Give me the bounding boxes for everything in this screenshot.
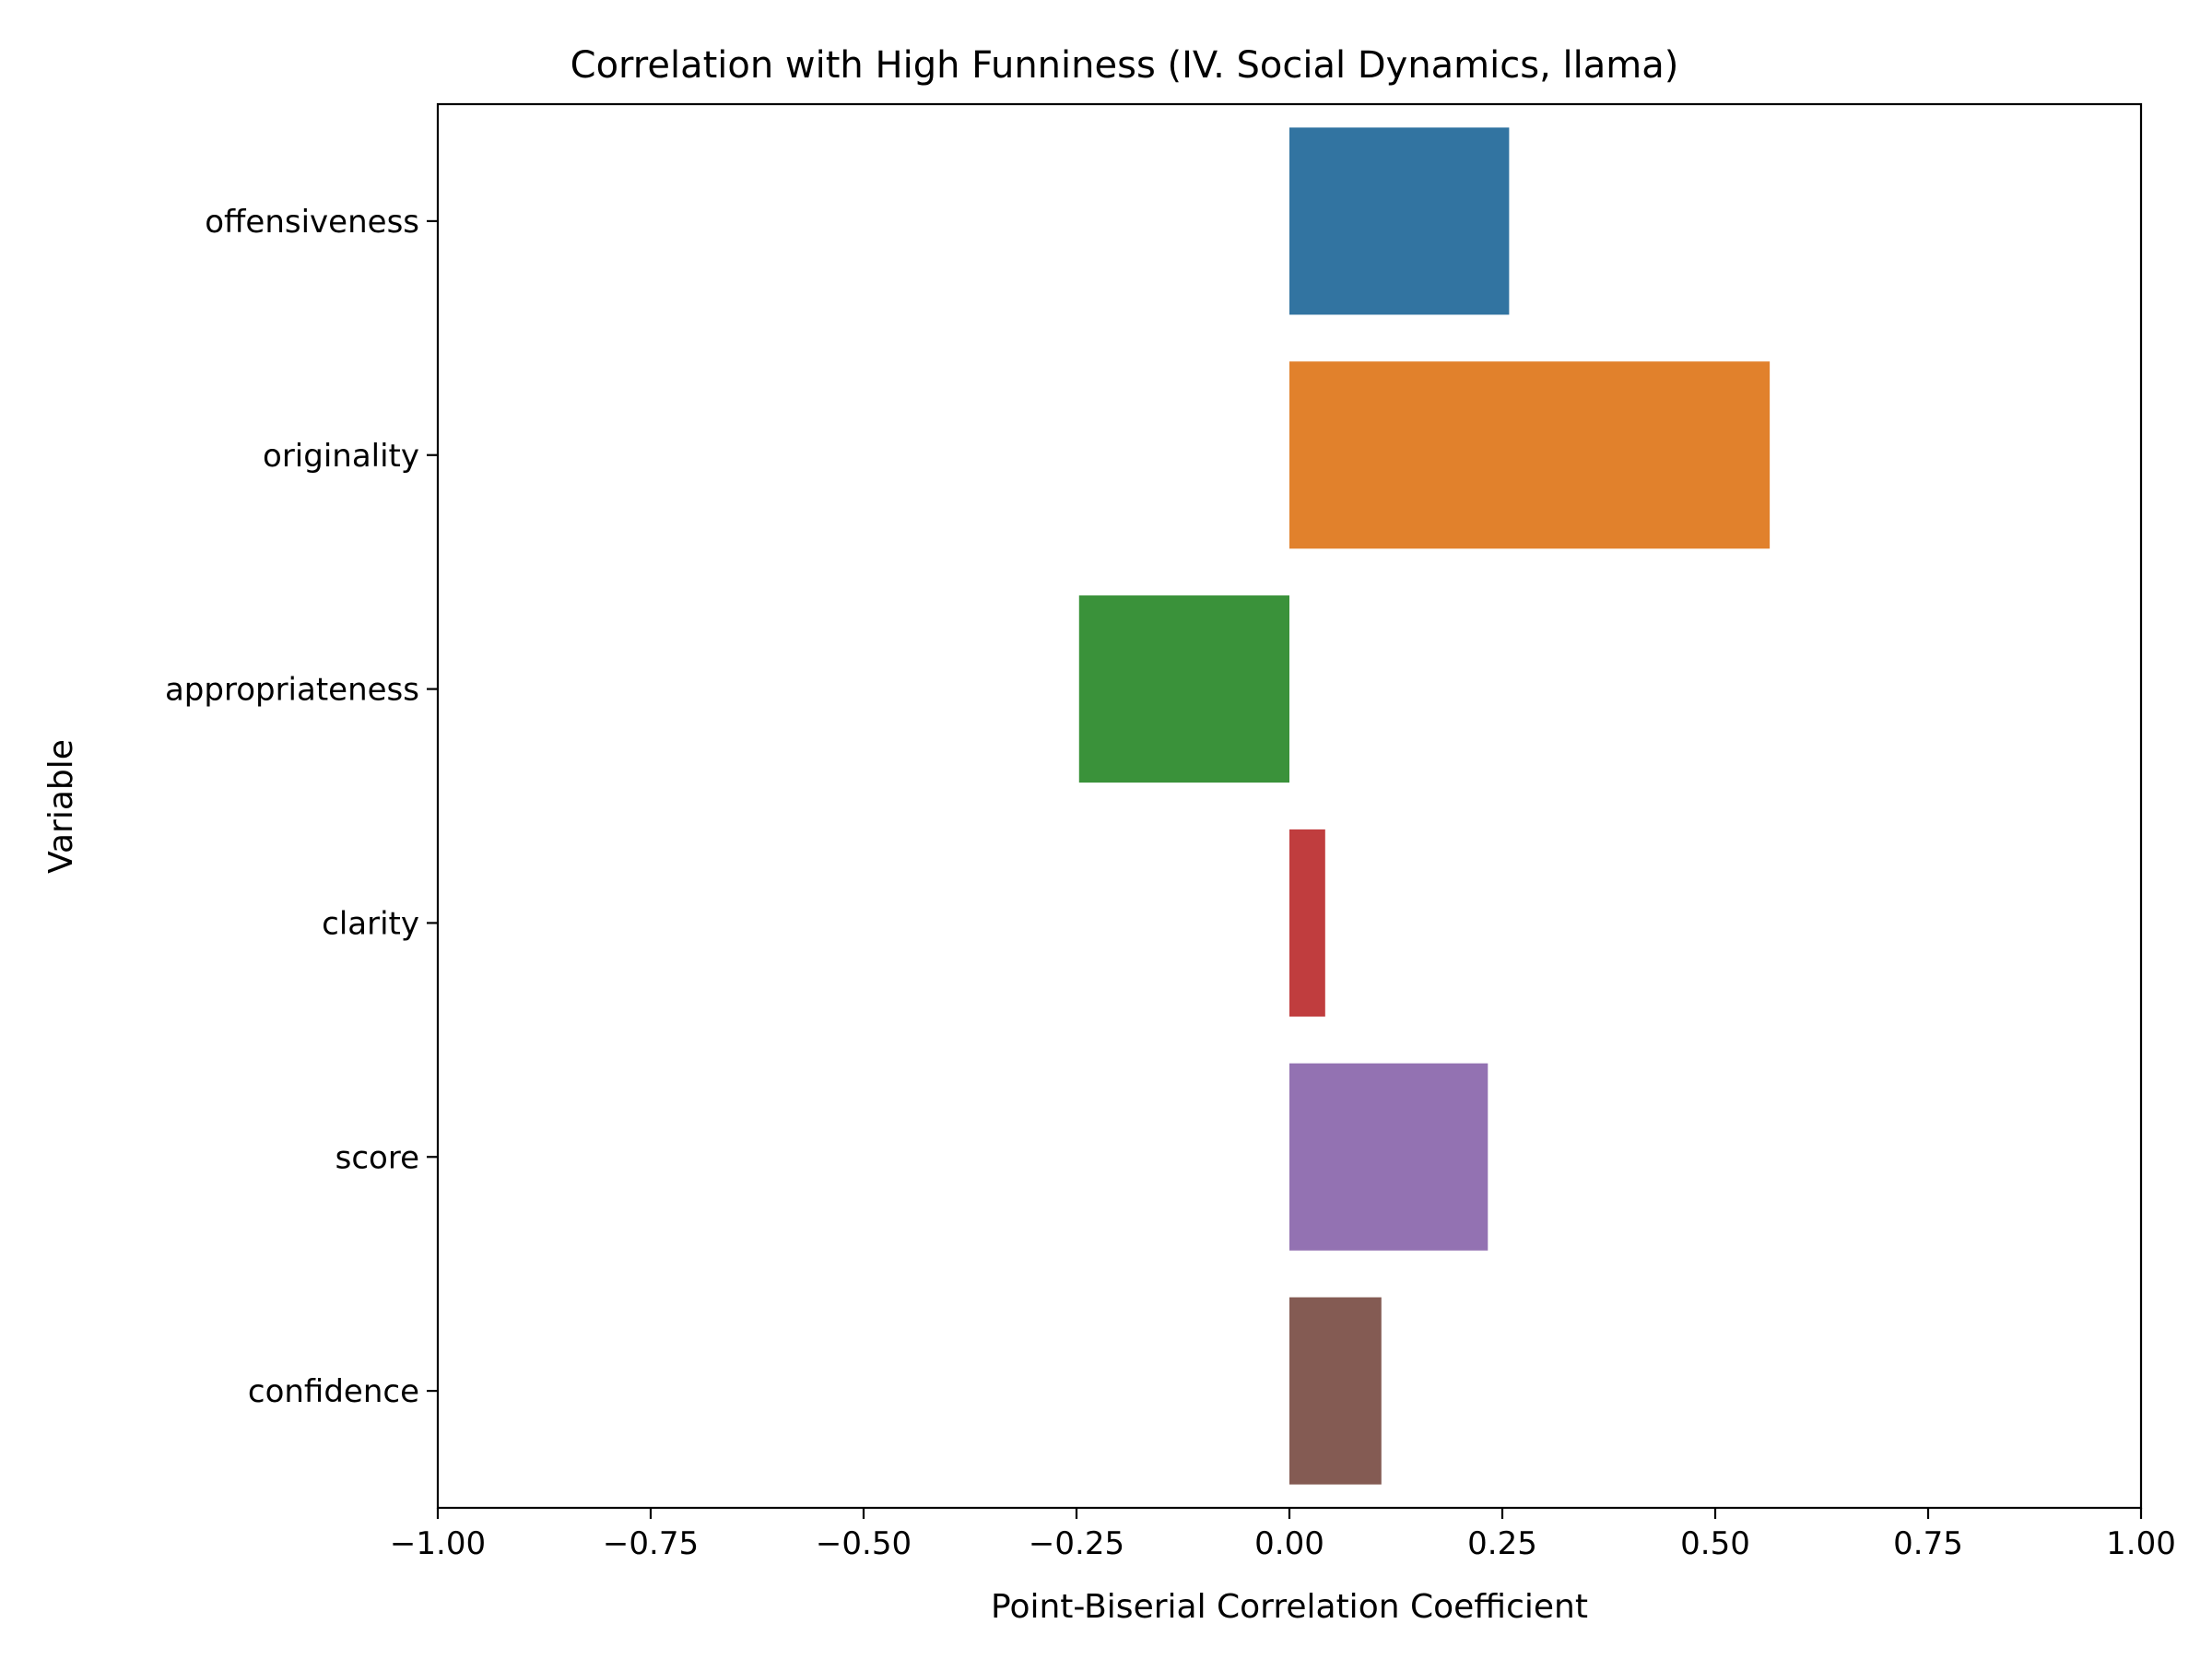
bars-group [1078,127,1771,1485]
x-tick-label: 1.00 [2106,1525,2176,1562]
bar-offensiveness [1289,127,1510,315]
y-tick-label: confidence [248,1373,419,1410]
y-tick-label: score [335,1139,419,1176]
chart-title: Correlation with High Funniness (IV. Soc… [571,44,1679,87]
y-tick-label: clarity [322,905,419,942]
x-tick-label: 0.50 [1680,1525,1750,1562]
x-tick-label: 0.25 [1467,1525,1537,1562]
bar-score [1289,1063,1488,1251]
y-ticks-group: offensiveness originality appropriateness c… [165,204,438,1410]
y-tick-label: offensiveness [205,204,419,241]
y-tick-label: originality [263,438,419,475]
x-tick-label: −1.00 [390,1525,486,1562]
x-tick-label: 0.00 [1254,1525,1324,1562]
bar-confidence [1289,1297,1382,1485]
x-axis-label: Point-Biserial Correlation Coefficient [991,1588,1588,1626]
y-tick-label: appropriateness [165,672,419,709]
x-ticks-group: −1.00 −0.75 −0.50 −0.25 0.00 0.25 0.50 0.75 1.00 [390,1508,2176,1562]
x-tick-label: 0.75 [1893,1525,1963,1562]
x-tick-label: −0.75 [603,1525,699,1562]
x-tick-label: −0.25 [1029,1525,1124,1562]
y-axis-label: Variable [42,739,80,874]
plot-frame [436,102,2143,1510]
bar-clarity [1289,829,1325,1017]
bar-appropriateness [1078,595,1289,783]
x-tick-label: −0.50 [816,1525,912,1562]
bar-originality [1289,361,1771,549]
